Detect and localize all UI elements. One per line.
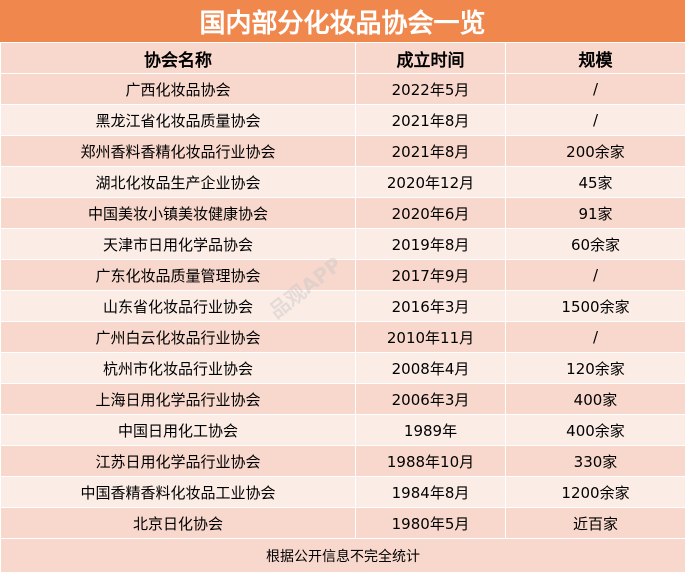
founded-date: 2010年11月 [355,321,506,353]
table-title: 国内部分化妆品协会一览 [0,0,685,42]
table-row: 黑龙江省化妆品质量协会 2021年8月 / [0,104,685,136]
table-row: 江苏日用化学品行业协会 1988年10月 330家 [0,445,685,477]
member-scale: 1500余家 [505,290,685,322]
founded-date: 2021年8月 [355,104,506,136]
founded-date: 2021年8月 [355,135,506,167]
table-row: 上海日用化学品行业协会 2006年3月 400家 [0,383,685,415]
founded-date: 2022年5月 [355,73,506,105]
association-name: 上海日用化学品行业协会 [0,383,356,415]
table-row: 杭州市化妆品行业协会 2008年4月 120余家 [0,352,685,384]
member-scale: 45家 [505,166,685,198]
table-row: 北京日化协会 1980年5月 近百家 [0,507,685,539]
member-scale: 330家 [505,445,685,477]
member-scale: 1200余家 [505,476,685,508]
table-row: 天津市日用化学品协会 2019年8月 60余家 [0,228,685,260]
founded-date: 2019年8月 [355,228,506,260]
table-row: 中国美妆小镇美妆健康协会 2020年6月 91家 [0,197,685,229]
founded-date: 1988年10月 [355,445,506,477]
header-scale: 规模 [505,42,685,74]
association-name: 湖北化妆品生产企业协会 [0,166,356,198]
founded-date: 1989年 [355,414,506,446]
association-name: 广州白云化妆品行业协会 [0,321,356,353]
table-row: 广州白云化妆品行业协会 2010年11月 / [0,321,685,353]
header-founded: 成立时间 [355,42,506,74]
association-table: 协会名称 成立时间 规模 广西化妆品协会 2022年5月 / 黑龙江省化妆品质量协会 2… [0,42,685,573]
member-scale: 200余家 [505,135,685,167]
table-row: 中国日用化工协会 1989年 400余家 [0,414,685,446]
footer-row: 根据公开信息不完全统计 [0,538,685,573]
association-name: 中国香精香料化妆品工业协会 [0,476,356,508]
member-scale: / [505,259,685,291]
association-name: 广东化妆品质量管理协会 [0,259,356,291]
member-scale: / [505,321,685,353]
founded-date: 2016年3月 [355,290,506,322]
association-name: 黑龙江省化妆品质量协会 [0,104,356,136]
member-scale: 60余家 [505,228,685,260]
table-row: 湖北化妆品生产企业协会 2020年12月 45家 [0,166,685,198]
association-name: 广西化妆品协会 [0,73,356,105]
association-name: 山东省化妆品行业协会 [0,290,356,322]
association-name: 北京日化协会 [0,507,356,539]
header-row: 协会名称 成立时间 规模 [0,42,685,74]
member-scale: 120余家 [505,352,685,384]
member-scale: / [505,104,685,136]
association-name: 中国美妆小镇美妆健康协会 [0,197,356,229]
founded-date: 2017年9月 [355,259,506,291]
founded-date: 2020年6月 [355,197,506,229]
member-scale: 近百家 [505,507,685,539]
founded-date: 1984年8月 [355,476,506,508]
association-name: 中国日用化工协会 [0,414,356,446]
founded-date: 2006年3月 [355,383,506,415]
table-row: 广西化妆品协会 2022年5月 / [0,73,685,105]
table-row: 中国香精香料化妆品工业协会 1984年8月 1200余家 [0,476,685,508]
founded-date: 2008年4月 [355,352,506,384]
table-row: 山东省化妆品行业协会 2016年3月 1500余家 [0,290,685,322]
table-row: 广东化妆品质量管理协会 2017年9月 / [0,259,685,291]
member-scale: 400余家 [505,414,685,446]
association-name: 郑州香料香精化妆品行业协会 [0,135,356,167]
association-name: 杭州市化妆品行业协会 [0,352,356,384]
founded-date: 2020年12月 [355,166,506,198]
footer-note: 根据公开信息不完全统计 [0,538,685,573]
founded-date: 1980年5月 [355,507,506,539]
association-name: 天津市日用化学品协会 [0,228,356,260]
header-name: 协会名称 [0,42,356,74]
table-row: 郑州香料香精化妆品行业协会 2021年8月 200余家 [0,135,685,167]
member-scale: / [505,73,685,105]
member-scale: 91家 [505,197,685,229]
association-name: 江苏日用化学品行业协会 [0,445,356,477]
member-scale: 400家 [505,383,685,415]
